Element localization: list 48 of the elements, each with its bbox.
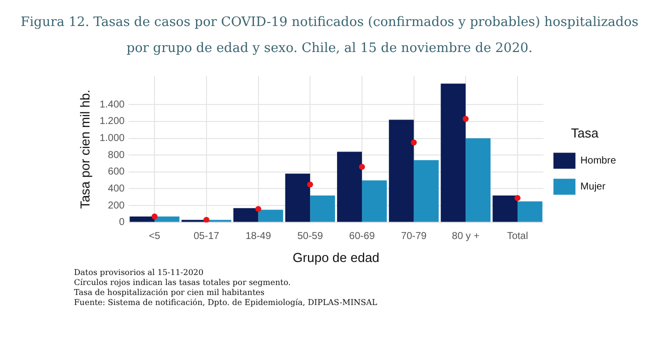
point (203, 216, 210, 222)
bar (154, 216, 180, 222)
y-tick-label: 800 (108, 150, 126, 161)
bar (310, 195, 335, 222)
bar (466, 138, 491, 222)
bar (233, 208, 258, 222)
x-tick-label: Total (506, 231, 528, 242)
bar (285, 174, 310, 222)
y-tick-label: 400 (108, 183, 126, 194)
bar (440, 84, 466, 222)
y-tick-label: 200 (108, 200, 126, 212)
point (358, 164, 365, 170)
text: Círculos rojos indican las tasas totales por segmento. (74, 278, 292, 288)
point (255, 206, 262, 212)
y-tick-label: 1.200 (100, 116, 126, 128)
x-tick-label: 80 y + (452, 231, 480, 242)
point (152, 214, 158, 220)
point (514, 195, 521, 201)
bar (362, 180, 387, 222)
bar (518, 201, 542, 222)
x-tick-label: 60-69 (349, 231, 376, 242)
x-axis-title: Grupo de edad (292, 250, 380, 265)
legend-label: Hombre (580, 156, 616, 167)
text: Datos provisorios al 15-11-2020 (74, 268, 204, 278)
chart-title: Figura 12. Tasas de casos por COVID-19 notificados (confirmados y probables) hospitalizados por grupo de edad y sexo. Chile, al 15 de noviembre de 2020. (20, 14, 640, 58)
bar (258, 210, 284, 222)
y-axis-title: Tasa por cien mil hb. (77, 90, 92, 209)
source-note: Fuente: Sistema de notificación, Dpto. de Epidemiología, DIPLAS-MINSAL (74, 298, 378, 308)
x-tick-label: <5 (148, 231, 161, 242)
x-tick-label: 05-17 (194, 231, 220, 242)
text: Tasa de hospitalización por cien mil habitantes (74, 288, 266, 298)
bar (337, 152, 362, 222)
x-tick-label: 70-79 (401, 231, 428, 242)
y-tick-label: 0 (119, 217, 126, 228)
x-tick-label: 18-49 (245, 231, 272, 242)
point (307, 182, 314, 188)
y-tick-label: 1.400 (100, 99, 126, 110)
legend-label: Mujer (580, 182, 606, 193)
bar (130, 216, 155, 222)
bar (388, 120, 414, 222)
point (410, 139, 417, 146)
point (462, 116, 469, 122)
legend-title: Tasa (570, 125, 600, 140)
bar (414, 160, 439, 222)
y-tick-label: 1.000 (100, 133, 126, 144)
y-tick-label: 600 (108, 166, 126, 178)
x-tick-label: 50-59 (297, 231, 324, 242)
bar (492, 195, 518, 222)
